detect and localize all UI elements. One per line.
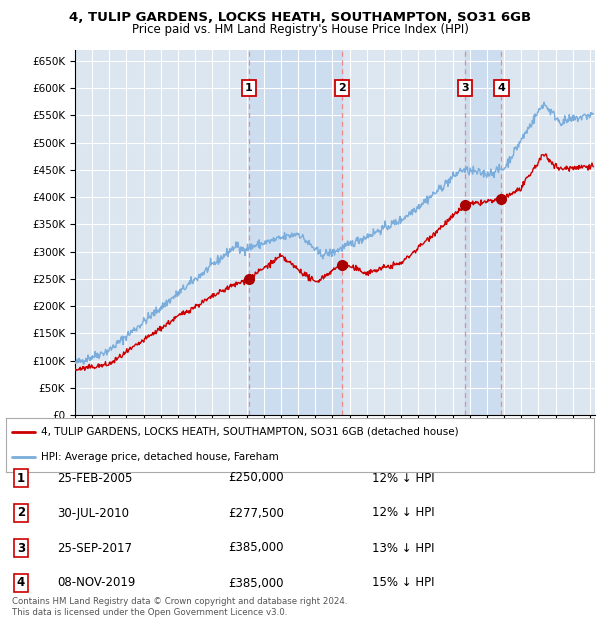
Text: 1: 1 [245, 83, 253, 94]
Text: 4: 4 [497, 83, 505, 94]
Bar [465, 50, 502, 415]
Text: 13% ↓ HPI: 13% ↓ HPI [372, 541, 434, 554]
Text: 12% ↓ HPI: 12% ↓ HPI [372, 507, 434, 520]
Text: This data is licensed under the Open Government Licence v3.0.: This data is licensed under the Open Gov… [12, 608, 287, 617]
Text: 2: 2 [17, 507, 25, 520]
Text: 4, TULIP GARDENS, LOCKS HEATH, SOUTHAMPTON, SO31 6GB (detached house): 4, TULIP GARDENS, LOCKS HEATH, SOUTHAMPT… [41, 427, 459, 436]
Text: 2: 2 [338, 83, 346, 94]
Text: 12% ↓ HPI: 12% ↓ HPI [372, 471, 434, 484]
Text: 25-FEB-2005: 25-FEB-2005 [57, 471, 133, 484]
Bar [248, 50, 343, 415]
Text: 3: 3 [17, 541, 25, 554]
Text: £385,000: £385,000 [228, 577, 284, 590]
Text: 1: 1 [17, 471, 25, 484]
Text: Contains HM Land Registry data © Crown copyright and database right 2024.: Contains HM Land Registry data © Crown c… [12, 597, 347, 606]
Text: 15% ↓ HPI: 15% ↓ HPI [372, 577, 434, 590]
Text: 4: 4 [17, 577, 25, 590]
Text: 3: 3 [461, 83, 469, 94]
Text: HPI: Average price, detached house, Fareham: HPI: Average price, detached house, Fare… [41, 452, 279, 462]
Text: Price paid vs. HM Land Registry's House Price Index (HPI): Price paid vs. HM Land Registry's House … [131, 23, 469, 36]
Text: 25-SEP-2017: 25-SEP-2017 [57, 541, 132, 554]
Text: 30-JUL-2010: 30-JUL-2010 [57, 507, 129, 520]
Text: £250,000: £250,000 [228, 471, 284, 484]
Text: 08-NOV-2019: 08-NOV-2019 [57, 577, 136, 590]
Text: 4, TULIP GARDENS, LOCKS HEATH, SOUTHAMPTON, SO31 6GB: 4, TULIP GARDENS, LOCKS HEATH, SOUTHAMPT… [69, 11, 531, 24]
Text: £385,000: £385,000 [228, 541, 284, 554]
Text: £277,500: £277,500 [228, 507, 284, 520]
